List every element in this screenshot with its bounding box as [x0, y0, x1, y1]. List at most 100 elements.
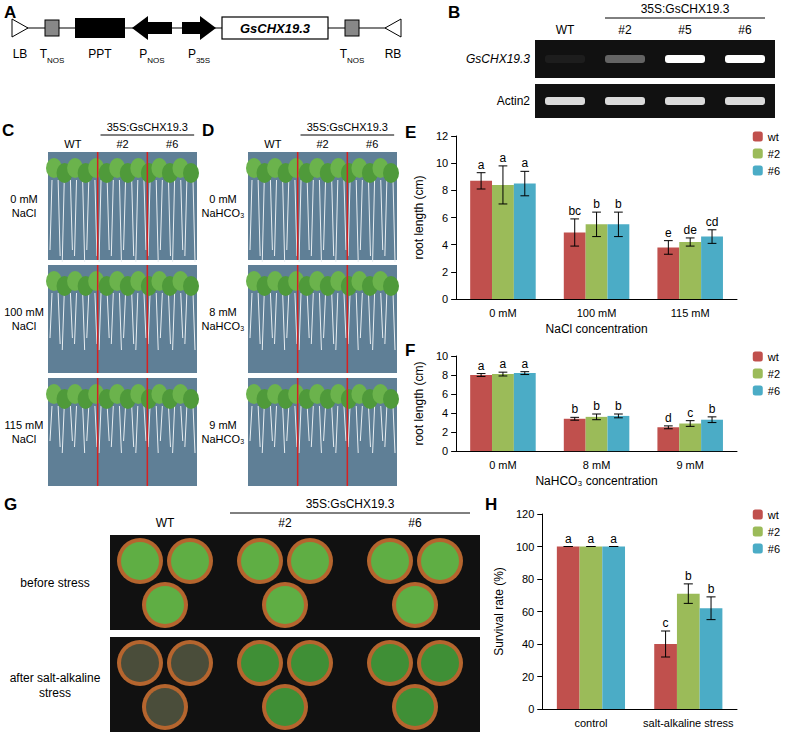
svg-text:NaHCO₃: NaHCO₃ — [202, 433, 245, 445]
svg-text:10: 10 — [436, 350, 448, 362]
svg-text:#2: #2 — [618, 23, 632, 37]
svg-text:#2: #2 — [116, 138, 128, 150]
svg-text:WT: WT — [64, 138, 81, 150]
svg-text:60: 60 — [522, 606, 534, 618]
svg-text:b: b — [593, 197, 600, 211]
svg-text:6: 6 — [442, 388, 448, 400]
svg-text:b: b — [685, 569, 692, 583]
svg-text:9 mM: 9 mM — [209, 419, 237, 431]
svg-text:cd: cd — [706, 215, 719, 229]
svg-text:Survival rate (%): Survival rate (%) — [492, 567, 506, 656]
svg-text:0: 0 — [528, 703, 534, 715]
svg-text:9 mM: 9 mM — [676, 459, 704, 471]
svg-text:C: C — [2, 121, 14, 140]
svg-text:TNOS: TNOS — [340, 47, 365, 65]
svg-text:a: a — [478, 359, 485, 373]
svg-text:Actin2: Actin2 — [497, 94, 531, 108]
svg-text:PPT: PPT — [88, 47, 112, 61]
svg-text:b: b — [708, 582, 715, 596]
svg-text:H: H — [485, 495, 497, 514]
svg-text:0 mM: 0 mM — [489, 307, 517, 319]
svg-text:c: c — [687, 406, 693, 420]
svg-text:GsCHX19.3: GsCHX19.3 — [466, 52, 530, 66]
svg-text:a: a — [478, 158, 485, 172]
svg-text:a: a — [521, 357, 528, 371]
svg-text:D: D — [202, 121, 214, 140]
svg-text:4: 4 — [442, 239, 448, 251]
svg-text:100 mM: 100 mM — [4, 306, 44, 318]
svg-text:80: 80 — [522, 573, 534, 585]
svg-text:#6: #6 — [768, 385, 780, 397]
svg-text:8 mM: 8 mM — [583, 459, 611, 471]
svg-text:wt: wt — [767, 131, 779, 143]
svg-text:100 mM: 100 mM — [577, 307, 617, 319]
svg-text:#2: #2 — [768, 526, 780, 538]
svg-text:bc: bc — [568, 204, 581, 218]
svg-text:#5: #5 — [678, 23, 692, 37]
svg-text:#2: #2 — [768, 368, 780, 380]
svg-text:#6: #6 — [166, 138, 178, 150]
svg-text:b: b — [571, 402, 578, 416]
svg-text:a: a — [565, 532, 572, 546]
svg-text:35S:GsCHX19.3: 35S:GsCHX19.3 — [107, 121, 188, 133]
svg-text:120: 120 — [516, 508, 534, 520]
svg-text:100: 100 — [516, 541, 534, 553]
svg-text:115 mM: 115 mM — [5, 419, 44, 431]
svg-text:wt: wt — [767, 509, 779, 521]
svg-text:PNOS: PNOS — [139, 47, 164, 65]
svg-text:c: c — [663, 616, 669, 630]
svg-text:NaHCO₃ concentration: NaHCO₃ concentration — [535, 474, 657, 488]
svg-text:NaCl: NaCl — [12, 207, 36, 219]
svg-text:before stress: before stress — [20, 576, 89, 590]
svg-text:A: A — [4, 3, 16, 22]
svg-text:b: b — [615, 399, 622, 413]
svg-text:#6: #6 — [408, 516, 422, 530]
svg-text:#6: #6 — [738, 23, 752, 37]
svg-text:0: 0 — [442, 293, 448, 305]
svg-text:a: a — [500, 357, 507, 371]
svg-text:0 mM: 0 mM — [489, 459, 517, 471]
svg-text:2: 2 — [442, 266, 448, 278]
svg-text:35S:GsCHX19.3: 35S:GsCHX19.3 — [306, 497, 395, 511]
svg-text:WT: WT — [156, 516, 175, 530]
svg-text:F: F — [405, 341, 415, 360]
svg-text:GsCHX19.3: GsCHX19.3 — [240, 21, 311, 36]
svg-text:#6: #6 — [768, 165, 780, 177]
svg-text:10: 10 — [436, 157, 448, 169]
svg-text:#6: #6 — [366, 138, 378, 150]
svg-text:b: b — [615, 197, 622, 211]
svg-text:NaHCO₃: NaHCO₃ — [202, 207, 245, 219]
svg-text:8: 8 — [442, 184, 448, 196]
svg-text:P35S: P35S — [188, 47, 210, 65]
svg-text:stress: stress — [39, 686, 71, 700]
svg-text:LB: LB — [13, 47, 28, 61]
svg-text:WT: WT — [264, 138, 281, 150]
svg-text:NaHCO₃: NaHCO₃ — [202, 320, 245, 332]
svg-text:wt: wt — [767, 351, 779, 363]
svg-text:#6: #6 — [768, 543, 780, 555]
svg-text:a: a — [610, 532, 617, 546]
svg-text:after salt-alkaline: after salt-alkaline — [10, 671, 101, 685]
svg-text:root length (cm): root length (cm) — [412, 362, 426, 446]
svg-text:B: B — [448, 3, 460, 22]
svg-text:6: 6 — [442, 212, 448, 224]
svg-text:salt-alkaline stress: salt-alkaline stress — [643, 717, 734, 729]
svg-text:a: a — [521, 156, 528, 170]
svg-text:0 mM: 0 mM — [10, 193, 38, 205]
svg-text:40: 40 — [522, 638, 534, 650]
svg-text:E: E — [405, 123, 416, 142]
svg-text:NaCl concentration: NaCl concentration — [546, 322, 648, 336]
svg-text:RB: RB — [385, 47, 402, 61]
svg-text:G: G — [4, 495, 17, 514]
svg-text:WT: WT — [556, 23, 575, 37]
svg-text:#2: #2 — [316, 138, 328, 150]
svg-text:#2: #2 — [768, 148, 780, 160]
svg-text:8: 8 — [442, 369, 448, 381]
svg-text:TNOS: TNOS — [40, 47, 65, 65]
svg-text:de: de — [684, 223, 698, 237]
svg-text:35S:GsCHX19.3: 35S:GsCHX19.3 — [641, 2, 730, 16]
svg-text:a: a — [588, 532, 595, 546]
svg-text:0: 0 — [442, 445, 448, 457]
svg-text:NaCl: NaCl — [12, 320, 36, 332]
svg-text:root length (cm): root length (cm) — [412, 176, 426, 260]
